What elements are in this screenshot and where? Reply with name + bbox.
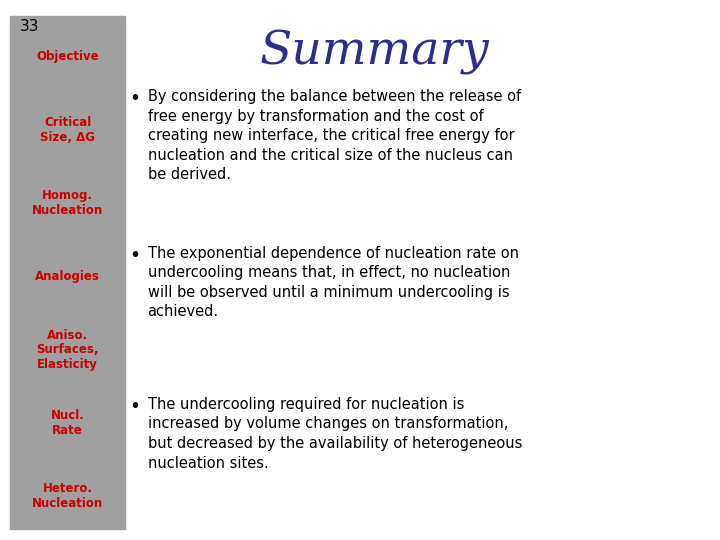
Text: Hetero.
Nucleation: Hetero. Nucleation [32,482,103,510]
Text: Analogies: Analogies [35,270,100,283]
Text: Objective: Objective [37,50,99,63]
Text: Summary: Summary [259,30,490,75]
Text: Critical
Size, ΔG: Critical Size, ΔG [40,116,95,144]
FancyBboxPatch shape [10,16,125,529]
Text: •: • [129,89,140,108]
Text: 33: 33 [20,19,40,34]
Text: •: • [129,246,140,265]
Text: •: • [129,397,140,416]
Text: The undercooling required for nucleation is
increased by volume changes on trans: The undercooling required for nucleation… [148,397,522,470]
Text: The exponential dependence of nucleation rate on
undercooling means that, in eff: The exponential dependence of nucleation… [148,246,518,319]
Text: Aniso.
Surfaces,
Elasticity: Aniso. Surfaces, Elasticity [37,329,99,370]
Text: Nucl.
Rate: Nucl. Rate [50,409,85,437]
Text: Homog.
Nucleation: Homog. Nucleation [32,190,103,217]
Text: By considering the balance between the release of
free energy by transformation : By considering the balance between the r… [148,89,521,183]
